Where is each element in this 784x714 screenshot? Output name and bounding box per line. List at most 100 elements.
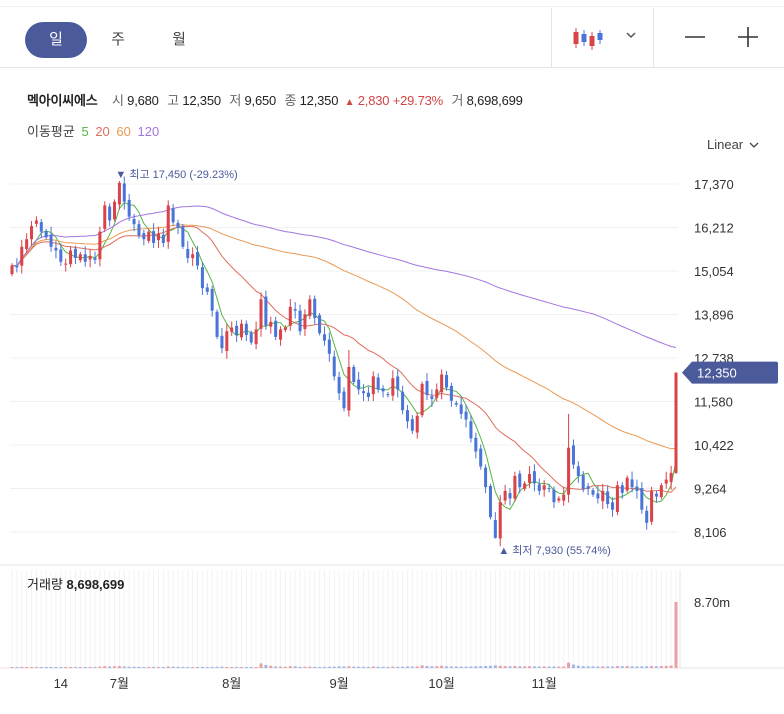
candle: [498, 502, 502, 539]
volume-bar: [244, 667, 248, 668]
toolbar-divider: [551, 8, 552, 68]
volume-bar: [186, 667, 190, 668]
moving-average-legend: 이동평균 5 20 60 120: [27, 121, 159, 140]
candle: [415, 415, 419, 433]
candle: [635, 486, 639, 491]
candle: [518, 473, 522, 488]
candle: [357, 379, 361, 390]
volume-bar: [122, 666, 126, 668]
volume-bar: [469, 666, 473, 668]
scale-selector[interactable]: Linear: [707, 137, 759, 152]
candle: [650, 490, 654, 522]
candle: [20, 246, 24, 266]
volume-bar: [132, 666, 136, 668]
candle: [39, 222, 43, 232]
open-label: 시: [111, 93, 124, 108]
candle: [293, 309, 297, 311]
volume-bar: [357, 666, 361, 668]
volume-bar: [586, 666, 590, 668]
candle: [220, 335, 224, 349]
candle: [274, 320, 278, 337]
volume-bar: [664, 665, 668, 668]
volume-bar: [156, 667, 160, 668]
volume-title: 거래량 8,698,699: [27, 574, 124, 593]
toolbar-divider: [653, 8, 654, 68]
ma-5[interactable]: 5: [81, 124, 89, 139]
volume-bar: [547, 666, 551, 668]
candle: [576, 466, 580, 476]
x-tick-label: 9월: [330, 676, 349, 691]
tab-month[interactable]: 월: [172, 31, 186, 48]
candle: [279, 329, 283, 340]
candle: [449, 385, 453, 401]
candle: [596, 493, 600, 499]
volume-bar: [98, 666, 102, 668]
volume-bar: [459, 666, 463, 668]
volume-bar: [318, 667, 322, 668]
candle: [44, 231, 48, 238]
volume-bar: [259, 663, 263, 668]
candle: [332, 356, 336, 377]
ma-line-120: [11, 205, 677, 348]
candle: [196, 251, 200, 266]
volume-bar: [200, 667, 204, 668]
candle: [659, 485, 663, 498]
volume-bar: [308, 666, 312, 668]
candle: [166, 205, 170, 242]
volume-bar: [30, 667, 34, 668]
volume-bar: [381, 666, 385, 668]
candle: [103, 205, 107, 229]
candle: [591, 490, 595, 495]
candle: [49, 234, 53, 247]
candle: [669, 472, 673, 482]
volume-bar: [83, 667, 87, 668]
candlestick-icon[interactable]: [572, 26, 606, 50]
volume-bar: [552, 666, 556, 668]
candle: [318, 315, 322, 334]
volume-bar: [376, 666, 380, 668]
plus-icon[interactable]: [735, 24, 761, 50]
candle: [488, 486, 492, 518]
candle: [410, 419, 414, 431]
volume-bar: [479, 666, 483, 668]
ma-20[interactable]: 20: [95, 124, 110, 139]
volume-bar: [474, 666, 478, 668]
volume-bar: [445, 666, 449, 668]
candle: [391, 378, 395, 396]
volume-bar: [10, 667, 14, 668]
y-tick-label: 10,422: [694, 438, 734, 453]
candle: [493, 520, 497, 538]
candle: [34, 220, 38, 224]
y-tick-label: 15,054: [694, 264, 734, 279]
tab-week[interactable]: 주: [111, 31, 125, 48]
minus-icon[interactable]: [682, 24, 708, 50]
volume-bar: [147, 666, 151, 668]
volume-bar: [484, 666, 488, 668]
candle: [435, 389, 439, 398]
candle: [537, 484, 541, 491]
candle: [337, 376, 341, 394]
y-tick-label: 16,212: [694, 221, 734, 236]
volume-bar: [176, 666, 180, 668]
candle: [303, 314, 307, 329]
volume-bar: [518, 666, 522, 668]
volume-bar: [210, 666, 214, 668]
change-arrow-icon: ▲: [344, 97, 355, 108]
candle: [557, 498, 561, 501]
chevron-down-icon[interactable]: [622, 26, 640, 44]
candle: [674, 372, 678, 473]
candle: [69, 250, 73, 265]
volume-bar: [362, 666, 366, 668]
tab-day[interactable]: 일: [25, 22, 87, 58]
volume-bar: [440, 665, 444, 668]
ma-line-20: [11, 225, 677, 493]
volume-bar: [88, 667, 92, 668]
x-tick-label: 11월: [531, 676, 556, 691]
ma-120[interactable]: 120: [137, 124, 160, 139]
volume-bar: [669, 665, 673, 668]
ma-60[interactable]: 60: [116, 124, 131, 139]
volume-bar: [498, 665, 502, 668]
volume-bar: [611, 666, 615, 668]
candle: [254, 329, 258, 345]
